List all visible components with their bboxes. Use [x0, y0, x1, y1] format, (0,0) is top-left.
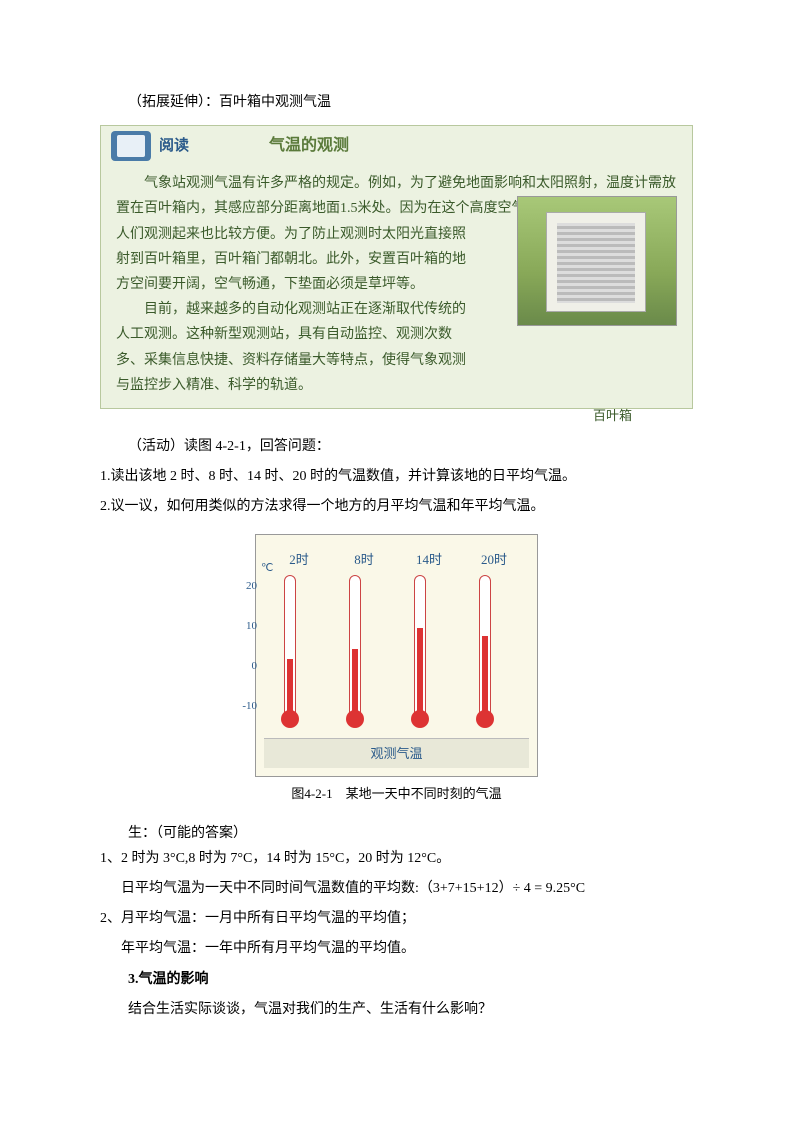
- thermo-20h: 20时: [474, 548, 514, 714]
- louvrebox-image: [517, 196, 677, 326]
- thermo-mercury: [482, 636, 488, 714]
- thermo-time-label: 20时: [481, 548, 507, 571]
- book-icon: [111, 131, 151, 161]
- scale-0: 0: [235, 657, 257, 677]
- question-2: 2.议一议，如何用类似的方法求得一个地方的月平均气温和年平均气温。: [100, 494, 693, 519]
- thermo-bulb: [346, 710, 364, 728]
- thermometer-row: 2时 ℃ 20 10 0 -10 8时: [264, 543, 529, 719]
- thermo-tube: [414, 575, 426, 715]
- thermo-scale: [474, 575, 514, 715]
- answer-intro: 生：（可能的答案）: [100, 821, 693, 846]
- louvrebox-unit: [546, 212, 646, 312]
- answer-2-line1: 2、月平均气温：一月中所有日平均气温的平均值；: [100, 906, 693, 931]
- thermo-tube: [284, 575, 296, 715]
- thermo-bulb: [476, 710, 494, 728]
- louvre-slats-right: [595, 223, 635, 303]
- thermo-scale: [344, 575, 384, 715]
- thermo-bulb: [281, 710, 299, 728]
- thermo-time-label: 14时: [416, 548, 442, 571]
- activity-intro: （活动）读图 4-2-1，回答问题：: [100, 434, 693, 459]
- intro-text: （拓展延伸）：百叶箱中观测气温: [100, 90, 693, 115]
- thermo-2h: 2时 ℃ 20 10 0 -10: [279, 548, 319, 714]
- reading-panel: 阅读 气温的观测 百叶箱 气象站观测气温有许多严格的规定。例如，为了避免地面影响…: [100, 125, 693, 409]
- section-3-question: 结合生活实际谈谈，气温对我们的生产、生活有什么影响？: [100, 997, 693, 1022]
- reading-header: 阅读 气温的观测: [101, 126, 692, 166]
- thermo-tube: [479, 575, 491, 715]
- answer-2-line2: 年平均气温：一年中所有月平均气温的平均值。: [121, 936, 693, 961]
- louvrebox-caption: 百叶箱: [593, 404, 632, 427]
- thermo-time-label: 8时: [354, 548, 374, 571]
- thermo-mercury: [352, 649, 358, 714]
- thermo-scale: [409, 575, 449, 715]
- chart-box: 2时 ℃ 20 10 0 -10 8时: [255, 534, 538, 777]
- section-3-title: 3.气温的影响: [100, 967, 693, 992]
- reading-para2: 目前，越来越多的自动化观测站正在逐渐取代传统的人工观测。这种新型观测站，具有自动…: [116, 297, 476, 398]
- reading-content: 百叶箱 气象站观测气温有许多严格的规定。例如，为了避免地面影响和太阳照射，温度计…: [101, 166, 692, 408]
- chart-caption: 图4-2-1 某地一天中不同时刻的气温: [100, 782, 693, 805]
- thermo-14h: 14时: [409, 548, 449, 714]
- thermo-time-label: 2时: [289, 548, 309, 571]
- observation-label: 观测气温: [264, 738, 529, 768]
- thermo-mercury: [417, 628, 423, 714]
- scale-20: 20: [235, 577, 257, 597]
- reading-title: 气温的观测: [269, 132, 349, 161]
- reading-label: 阅读: [159, 133, 189, 160]
- reading-para1-wrap: 人们观测起来也比较方便。为了防止观测时太阳光直接照射到百叶箱里，百叶箱门都朝北。…: [116, 222, 476, 298]
- thermo-bulb: [411, 710, 429, 728]
- thermo-mercury: [287, 659, 293, 714]
- answer-1-line1: 1、2 时为 3°C,8 时为 7°C，14 时为 15°C，20 时为 12°…: [100, 846, 693, 871]
- unit-celsius: ℃: [261, 559, 273, 579]
- thermo-tube: [349, 575, 361, 715]
- answer-1-line2: 日平均气温为一天中不同时间气温数值的平均数:（3+7+15+12）÷ 4 = 9…: [121, 876, 693, 901]
- thermometer-chart: 2时 ℃ 20 10 0 -10 8时: [100, 534, 693, 805]
- thermo-scale: ℃ 20 10 0 -10: [279, 575, 319, 715]
- scale-10: 10: [235, 617, 257, 637]
- question-1: 1.读出该地 2 时、8 时、14 时、20 时的气温数值，并计算该地的日平均气…: [100, 464, 693, 489]
- thermo-8h: 8时: [344, 548, 384, 714]
- louvre-slats-left: [557, 223, 597, 303]
- scale-n10: -10: [235, 697, 257, 717]
